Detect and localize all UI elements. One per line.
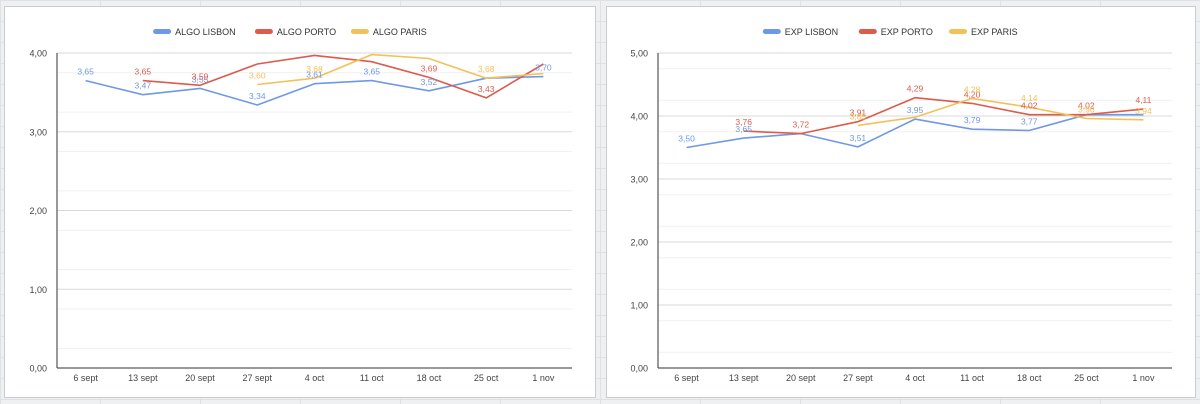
- data-label: 3,59: [192, 71, 209, 81]
- x-tick-label: 6 sept: [674, 373, 699, 383]
- data-label: 3,47: [135, 81, 152, 91]
- legend-label: ALGO PARIS: [373, 27, 427, 37]
- data-label: 3,77: [1021, 116, 1038, 126]
- legend-label: EXP PORTO: [881, 27, 933, 37]
- legend-label: ALGO PORTO: [277, 27, 336, 37]
- legend-swatch: [949, 29, 967, 34]
- data-label: 3,70: [535, 63, 552, 73]
- chart-panel-algo: 0,00 1,00 2,00 3,00 4,00 6 sept 13 sept 20 sept…: [4, 6, 596, 398]
- x-tick-label: 6 sept: [73, 373, 98, 383]
- series-line: [857, 97, 1144, 127]
- data-label: 3,55: [192, 74, 209, 84]
- y-tick-label: 2,00: [29, 206, 47, 216]
- x-tick-label: 25 oct: [474, 373, 499, 383]
- data-label: 3,50: [678, 134, 695, 144]
- legend-swatch: [153, 29, 172, 34]
- data-label: 3,95: [907, 105, 924, 115]
- y-tick-label: 0,00: [630, 364, 648, 374]
- legend-swatch: [254, 29, 273, 34]
- data-label: 3,76: [735, 117, 752, 127]
- x-tick-label: 25 oct: [1074, 373, 1099, 383]
- data-label: 3,96: [1078, 105, 1095, 115]
- series-line: [142, 54, 544, 99]
- x-tick-label: 11 oct: [360, 373, 384, 383]
- data-label: 3,51: [850, 133, 867, 143]
- data-label: 3,61: [306, 70, 323, 80]
- y-tick-label: 3,00: [630, 175, 648, 185]
- y-tick-label: 1,00: [630, 301, 648, 311]
- series-line: [686, 113, 1144, 149]
- x-tick-label: 27 sept: [843, 373, 873, 383]
- data-label: 3,60: [249, 71, 266, 81]
- line-chart-algo: 0,00 1,00 2,00 3,00 4,00 6 sept 13 sept 20 sept…: [29, 27, 572, 383]
- x-tick-label: 1 nov: [532, 373, 555, 383]
- data-label: 4,11: [1135, 95, 1151, 105]
- data-label: 4,29: [907, 84, 924, 94]
- x-tick-label: 4 oct: [905, 373, 925, 383]
- x-tick-label: 18 oct: [417, 373, 442, 383]
- line-chart-exp: 0,00 1,00 2,00 3,00 4,00 5,00 6 sept 13 sept 20 …: [630, 27, 1172, 383]
- data-label: 3,65: [77, 67, 94, 77]
- x-tick-label: 13 sept: [729, 373, 759, 383]
- y-tick-label: 3,00: [29, 127, 47, 137]
- y-tick-label: 0,00: [29, 364, 47, 374]
- chart-panel-exp: 0,00 1,00 2,00 3,00 4,00 5,00 6 sept 13 sept 20 …: [606, 6, 1196, 398]
- data-label: 3,94: [1135, 106, 1152, 116]
- data-label: 3,65: [363, 67, 380, 77]
- data-label: 4,28: [964, 84, 981, 94]
- y-tick-label: 2,00: [630, 238, 648, 248]
- y-tick-label: 5,00: [630, 49, 648, 59]
- series-line: [257, 53, 544, 86]
- data-label: 4,02: [1078, 101, 1095, 111]
- data-label: 3,65: [135, 67, 152, 77]
- x-tick-label: 18 oct: [1017, 373, 1042, 383]
- data-label: 3,52: [421, 77, 438, 87]
- y-tick-label: 4,00: [630, 112, 648, 122]
- data-label: 3,43: [478, 84, 495, 94]
- x-tick-label: 4 oct: [305, 373, 325, 383]
- series-line: [85, 75, 544, 106]
- data-label: 4,14: [1021, 93, 1038, 103]
- x-tick-label: 20 sept: [185, 373, 215, 383]
- legend-label: EXP LISBON: [785, 27, 838, 37]
- data-label: 3,34: [249, 91, 266, 101]
- data-label: 3,68: [306, 64, 323, 74]
- data-label: 3,69: [421, 63, 438, 73]
- legend-label: EXP PARIS: [971, 27, 1018, 37]
- legend-swatch: [350, 29, 369, 34]
- y-tick-label: 1,00: [29, 285, 47, 295]
- data-label: 3,79: [964, 115, 981, 125]
- x-tick-label: 13 sept: [128, 373, 158, 383]
- legend-swatch: [858, 29, 877, 34]
- data-label: 3,72: [793, 120, 810, 130]
- x-tick-label: 27 sept: [243, 373, 273, 383]
- y-tick-label: 4,00: [29, 49, 47, 59]
- data-label: 4,02: [1021, 101, 1038, 111]
- x-tick-label: 1 nov: [1132, 373, 1155, 383]
- legend-label: ALGO LISBON: [175, 27, 236, 37]
- x-tick-label: 20 sept: [786, 373, 816, 383]
- data-label: 3,68: [478, 64, 495, 74]
- legend-swatch: [762, 29, 781, 34]
- data-label: 3,91: [850, 108, 867, 118]
- data-label: 3,65: [735, 124, 752, 134]
- data-label: 3,85: [850, 111, 867, 121]
- data-label: 4,20: [964, 89, 981, 99]
- x-tick-label: 11 oct: [960, 373, 984, 383]
- series-line: [743, 96, 1144, 135]
